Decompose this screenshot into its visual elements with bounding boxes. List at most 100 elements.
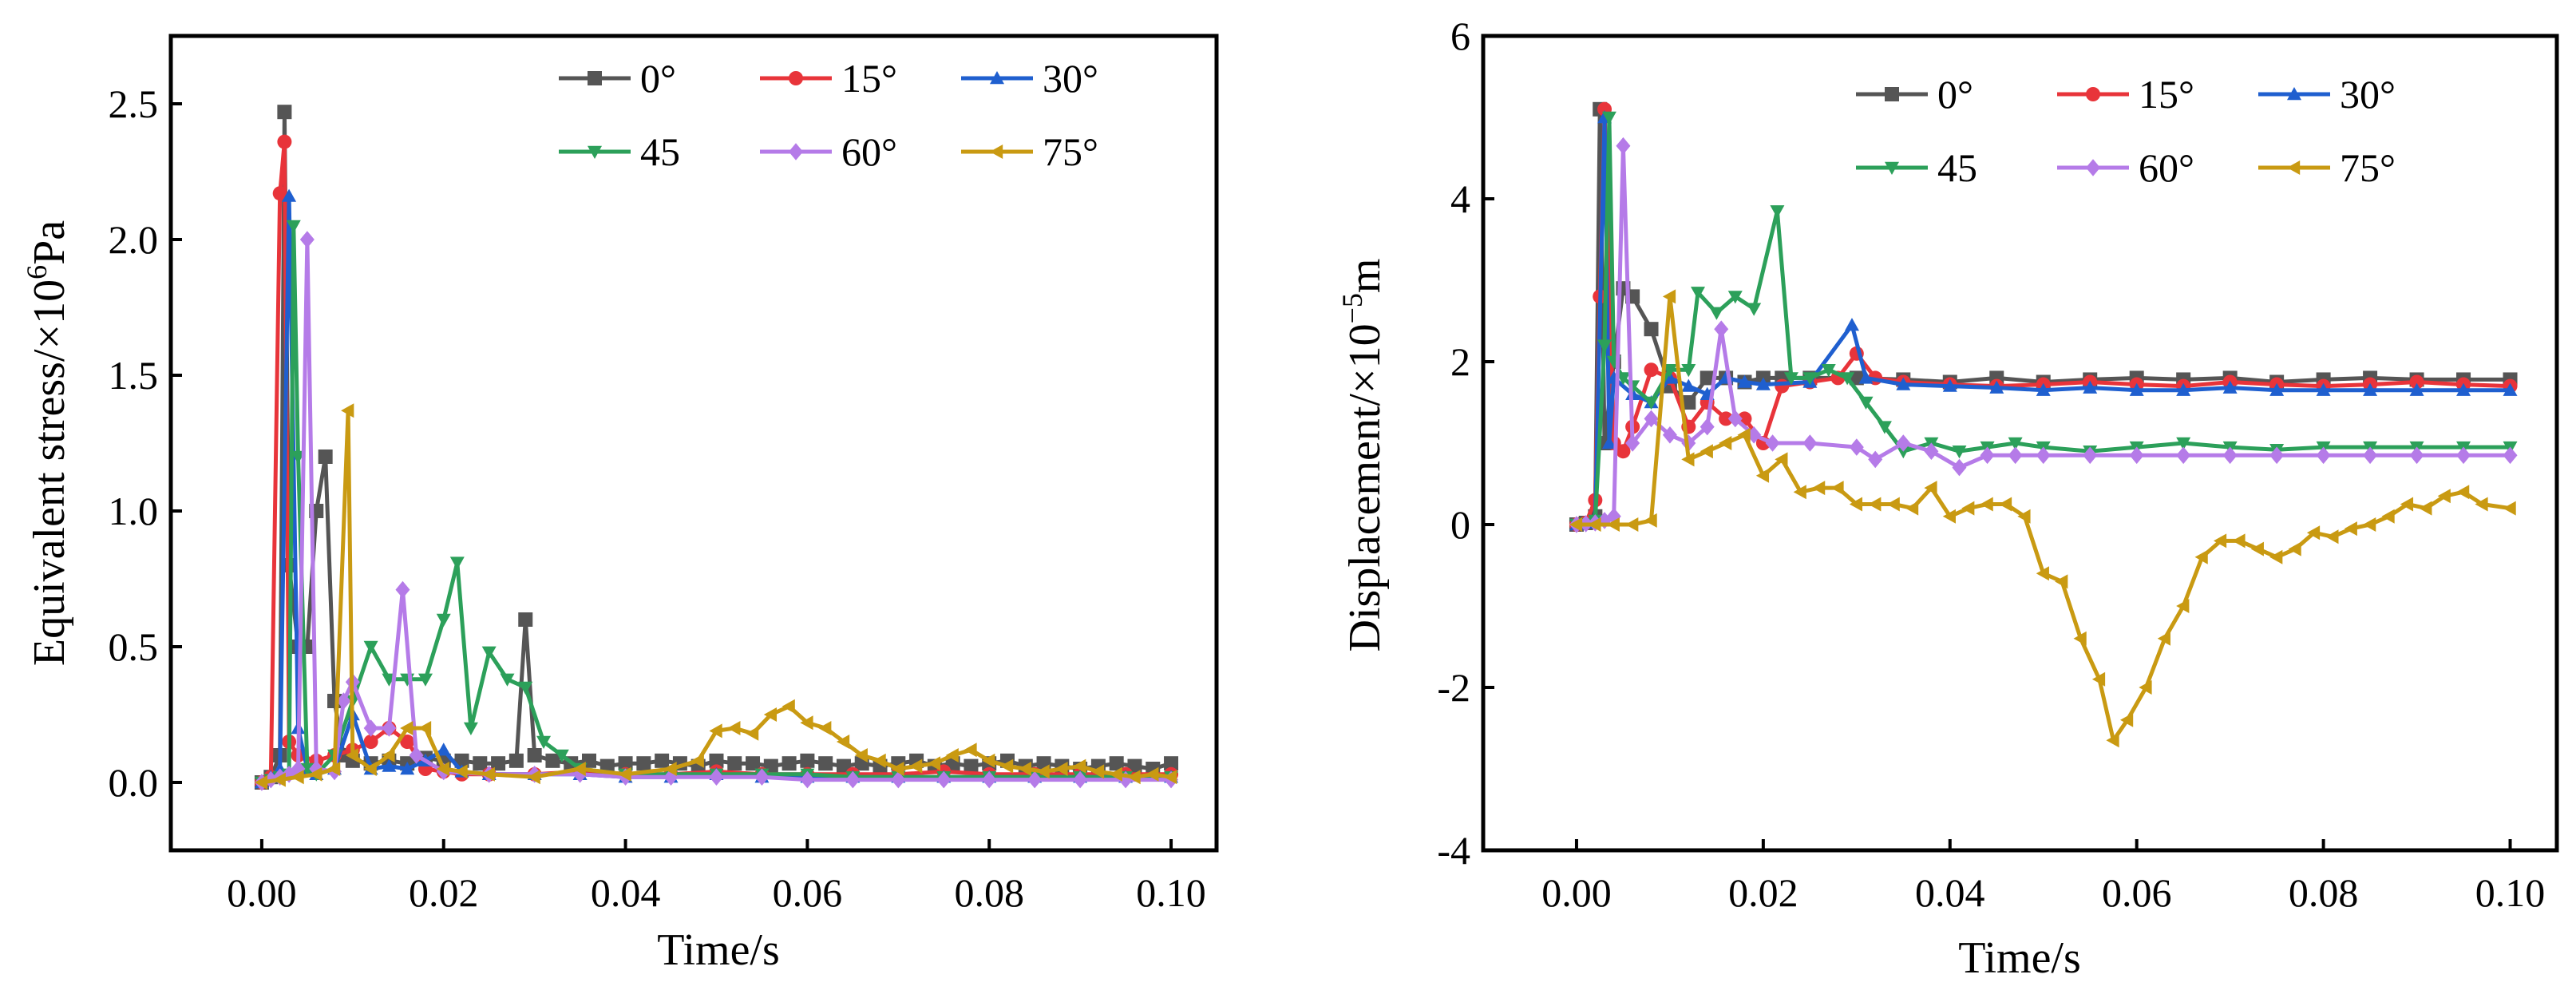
stress-legend-label: 60° [841,129,897,174]
stress-legend-item: 30° [961,56,1098,101]
displacement-data-point [1877,421,1892,434]
stress-series-group [254,105,1179,791]
displacement-y-tick-label: -2 [1437,665,1470,710]
stress-data-point [291,760,306,778]
displacement-data-point [2157,631,2170,646]
displacement-data-point [1896,434,1911,452]
displacement-data-point [1896,446,1911,459]
displacement-data-point [2456,485,2470,500]
stress-data-point [909,758,923,774]
stress-data-point [782,756,797,771]
stress-legend-marker [789,71,803,85]
stress-y-axis-title-main: Equivalent stress/×10 [25,279,74,666]
displacement-data-point [1569,517,1583,532]
displacement-x-axis-title: Time/s [1958,933,2081,983]
stress-plot-frame [168,34,1219,853]
displacement-data-point [2083,446,2098,465]
stress-data-point [663,762,677,776]
displacement-data-point [1961,501,1975,516]
displacement-data-point [2008,446,2023,465]
displacement-data-point [1644,322,1659,337]
stress-data-point [964,743,977,758]
stress-data-point [282,188,297,202]
stress-data-point [449,556,465,570]
stress-data-point [345,748,359,762]
stress-data-point [382,719,397,737]
displacement-data-point [1952,446,1967,459]
stress-legend-item: 15° [760,56,897,101]
displacement-data-point [1755,377,1771,390]
stress-legend-label: 0° [640,56,676,101]
stress-data-point [1018,762,1031,776]
stress-chart: 0.00 0.02 0.04 0.06 0.08 0.10 0.0 0.5 1.0 1.5 2.0 2… [21,34,1219,975]
stress-data-point [554,749,569,762]
stress-data-point [417,721,432,735]
displacement-data-point [1775,452,1788,467]
stress-y-tick-label: 2.0 [109,217,159,262]
stress-legend-label: 15° [841,56,897,101]
displacement-legend-item: 75° [2258,145,2396,190]
stress-data-point [982,753,995,768]
displacement-series-5 [1569,289,2516,748]
stress-data-point [463,722,478,735]
stress-data-point [891,770,906,789]
displacement-data-point [2176,599,2190,613]
displacement-data-point [2437,489,2451,504]
stress-data-point [382,758,397,772]
stress-series-4 [254,231,1179,791]
displacement-data-point [1700,418,1715,436]
stress-x-axis-title: Time/s [657,925,780,975]
displacement-data-point [1681,364,1696,378]
displacement-data-point [1980,497,1993,512]
displacement-data-point [1942,378,1957,392]
stress-legend-label: 75° [1043,129,1098,174]
displacement-x-tick-label: 0.00 [1541,870,1612,915]
stress-legend-marker [789,143,803,160]
displacement-data-point [1747,303,1762,316]
displacement-data-point [1601,436,1616,450]
displacement-series-group [1569,101,2518,748]
stress-data-point [291,770,304,785]
stress-data-point [400,721,414,735]
displacement-legend-label: 45 [1937,145,1977,190]
displacement-data-point [1625,434,1640,452]
displacement-data-point [2269,382,2285,396]
stress-data-point [518,612,533,627]
stress-data-point [709,753,724,768]
displacement-data-point [1681,395,1696,410]
displacement-data-point [1952,458,1967,477]
stress-data-point [299,231,315,248]
displacement-data-point [1998,497,2012,512]
displacement-data-point [2316,382,2331,396]
stress-y-axis-title: Equivalent stress/×106Pa [21,220,74,666]
displacement-data-point [2325,529,2339,545]
stress-data-point [473,756,488,771]
stress-data-point [572,762,586,776]
displacement-data-point [2036,382,2051,396]
stress-data-point [1055,762,1068,776]
displacement-y-tick-label: 4 [1450,176,1470,221]
stress-data-point [436,743,451,756]
stress-y-tick-label: 0.0 [109,760,159,805]
displacement-y-axis-title-main: Displacement/×10 [1340,323,1390,651]
displacement-data-point [1793,485,1806,500]
stress-data-point [318,450,333,464]
displacement-y-tick-label: 2 [1450,339,1470,384]
stress-x-tick-label: 0.04 [591,870,661,915]
stress-data-point [818,721,832,735]
displacement-data-point [1942,509,1956,524]
displacement-data-point [2363,382,2378,396]
displacement-y-axis-title: Displacement/×10−5m [1336,259,1390,652]
stress-data-point [1109,756,1124,771]
displacement-data-point [2129,382,2144,396]
displacement-data-point [2306,525,2321,541]
displacement-data-point [1849,497,1863,512]
stress-series-line [260,194,1171,785]
stress-data-point [763,707,778,722]
stress-y-tick-label: 0.5 [109,624,159,669]
displacement-plot-frame [1481,34,2559,853]
stress-x-tick-label: 0.06 [773,870,843,915]
displacement-data-point [1840,372,1855,386]
displacement-legend-item: 45 [1856,145,1977,190]
displacement-data-point [1719,436,1732,450]
